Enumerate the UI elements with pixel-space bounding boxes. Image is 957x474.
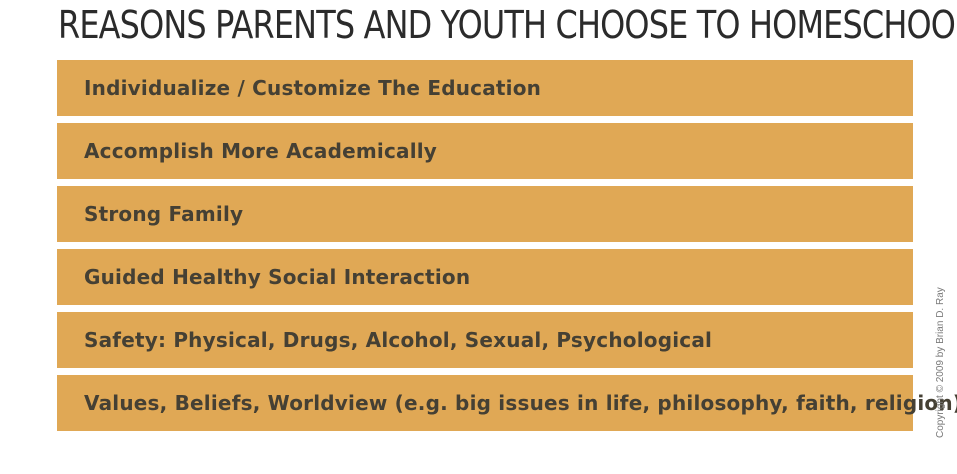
list-item: Strong Family bbox=[57, 186, 913, 242]
reasons-list: Individualize / Customize The Education … bbox=[57, 60, 957, 431]
list-item-label: Values, Beliefs, Worldview (e.g. big iss… bbox=[84, 391, 957, 415]
list-item-label: Individualize / Customize The Education bbox=[84, 76, 542, 100]
list-item: Safety: Physical, Drugs, Alcohol, Sexual… bbox=[57, 312, 913, 368]
list-item: Guided Healthy Social Interaction bbox=[57, 249, 913, 305]
list-item-label: Accomplish More Academically bbox=[84, 139, 438, 163]
page-title: REASONS PARENTS AND YOUTH CHOOSE TO HOME… bbox=[58, 3, 957, 47]
list-item-label: Strong Family bbox=[84, 202, 244, 226]
list-item: Values, Beliefs, Worldview (e.g. big iss… bbox=[57, 375, 957, 431]
list-item: Individualize / Customize The Education bbox=[57, 60, 913, 116]
list-item-label: Guided Healthy Social Interaction bbox=[84, 265, 471, 289]
list-item: Accomplish More Academically bbox=[57, 123, 913, 179]
copyright-notice: Copyright © 2009 by Brian D. Ray bbox=[935, 287, 946, 438]
list-item-label: Safety: Physical, Drugs, Alcohol, Sexual… bbox=[84, 328, 713, 352]
